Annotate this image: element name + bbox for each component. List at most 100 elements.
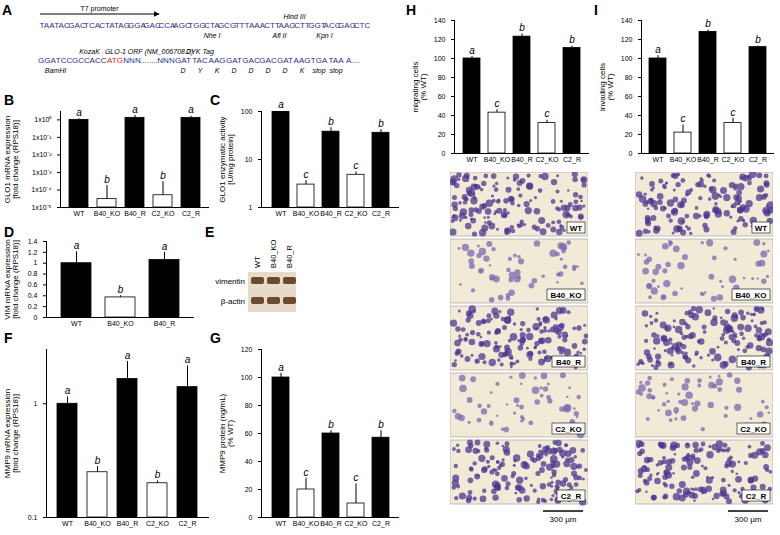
svg-text:WT: WT — [467, 156, 479, 163]
svg-text:........: ........ — [140, 56, 158, 65]
svg-text:WT: WT — [74, 210, 86, 217]
svg-text:100: 100 — [241, 108, 253, 115]
svg-text:GAT: GAT — [175, 56, 191, 65]
svg-text:C2_KO: C2_KO — [740, 425, 767, 434]
svg-text:b: b — [118, 284, 124, 295]
svg-text:300 µm: 300 µm — [735, 515, 762, 524]
svg-text:C2_R: C2_R — [561, 492, 582, 501]
svg-text:TGA: TGA — [311, 56, 328, 65]
svg-text:C2_KO: C2_KO — [555, 425, 582, 434]
svg-text:100: 100 — [241, 374, 253, 381]
svg-text:0.4: 0.4 — [28, 292, 38, 299]
svg-text:B40_KO: B40_KO — [293, 210, 320, 218]
svg-text:β-actin: β-actin — [221, 297, 245, 306]
svg-text:Hind III: Hind III — [283, 13, 305, 20]
svg-text:c: c — [681, 113, 686, 124]
svg-text:C2_R: C2_R — [179, 520, 197, 528]
svg-text:A....: A.... — [346, 56, 360, 65]
svg-text:DYK Tag: DYK Tag — [186, 48, 214, 56]
svg-text:MMP9 protein (ng/mL)(% WT): MMP9 protein (ng/mL)(% WT) — [218, 393, 235, 473]
svg-text:WT: WT — [755, 224, 768, 233]
svg-text:WT: WT — [570, 224, 583, 233]
svg-text:100: 100 — [434, 55, 446, 62]
svg-text:0.2: 0.2 — [28, 303, 38, 310]
svg-text:1: 1 — [34, 400, 38, 407]
svg-text:K: K — [215, 67, 220, 74]
svg-text:GLO-1 ORF (NM_006708.2): GLO-1 ORF (NM_006708.2) — [105, 48, 193, 56]
svg-text:GLO1 enzymatic activity[U/mg p: GLO1 enzymatic activity[U/mg protein] — [218, 116, 235, 202]
svg-text:B40_KO: B40_KO — [670, 156, 697, 164]
svg-text:0.8: 0.8 — [28, 270, 38, 277]
svg-text:a: a — [655, 44, 661, 55]
svg-text:Kpn I: Kpn I — [316, 32, 332, 40]
svg-text:BamHI: BamHI — [45, 67, 66, 74]
svg-text:c: c — [304, 467, 309, 478]
svg-text:AAG: AAG — [279, 21, 296, 30]
svg-text:B40_KO: B40_KO — [735, 291, 766, 300]
svg-text:AAG: AAG — [209, 56, 226, 65]
svg-text:1x10⁻³: 1x10⁻³ — [32, 169, 52, 176]
svg-text:a: a — [188, 104, 194, 115]
svg-text:C2_R: C2_R — [746, 492, 767, 501]
svg-text:GCG: GCG — [218, 21, 236, 30]
svg-text:B40_R: B40_R — [117, 520, 138, 528]
svg-text:B40_KO: B40_KO — [550, 291, 581, 300]
svg-text:B40_KO: B40_KO — [293, 520, 320, 528]
svg-text:B40_R: B40_R — [741, 358, 766, 367]
svg-text:b: b — [755, 34, 761, 45]
svg-text:120: 120 — [241, 346, 253, 353]
svg-text:0.1: 0.1 — [28, 514, 38, 521]
svg-text:40: 40 — [438, 112, 446, 119]
svg-text:40: 40 — [625, 112, 633, 119]
svg-text:GAC: GAC — [242, 56, 260, 65]
svg-text:1x10⁰: 1x10⁰ — [34, 116, 52, 123]
svg-text:b: b — [328, 419, 334, 430]
svg-text:20: 20 — [245, 486, 253, 493]
svg-text:80: 80 — [625, 74, 633, 81]
svg-text:a: a — [185, 354, 191, 365]
svg-text:80: 80 — [438, 74, 446, 81]
svg-text:1.2: 1.2 — [28, 249, 38, 256]
svg-text:WT: WT — [653, 156, 665, 163]
svg-text:GGA: GGA — [38, 56, 56, 65]
svg-text:D: D — [231, 67, 236, 74]
svg-text:a: a — [469, 45, 475, 56]
svg-text:b: b — [104, 174, 110, 185]
svg-text:TAC: TAC — [192, 56, 208, 65]
svg-text:80: 80 — [245, 402, 253, 409]
svg-text:GLO1 mRNA expression[fold chan: GLO1 mRNA expression[fold change (RPS18)… — [3, 116, 20, 204]
svg-text:140: 140 — [621, 17, 633, 24]
svg-text:B40_R: B40_R — [285, 244, 294, 268]
svg-text:1x10⁻⁵: 1x10⁻⁵ — [31, 204, 51, 211]
svg-text:B40_R: B40_R — [511, 156, 532, 164]
svg-text:b: b — [160, 170, 166, 181]
svg-text:C2_KO: C2_KO — [722, 156, 746, 164]
svg-text:a: a — [278, 99, 284, 110]
svg-text:b: b — [705, 18, 711, 29]
svg-text:WT: WT — [276, 520, 288, 527]
svg-text:c: c — [304, 169, 309, 180]
svg-text:B40_KO: B40_KO — [484, 156, 511, 164]
svg-text:120: 120 — [434, 36, 446, 43]
svg-text:D: D — [180, 67, 185, 74]
svg-text:C2_R: C2_R — [182, 210, 200, 218]
svg-text:C2_R: C2_R — [372, 210, 390, 218]
svg-text:300 µm: 300 µm — [550, 515, 577, 524]
svg-text:c: c — [354, 160, 359, 171]
svg-text:D: D — [282, 67, 287, 74]
svg-text:NNN: NNN — [123, 56, 141, 65]
svg-text:B40_KO: B40_KO — [94, 210, 121, 218]
svg-text:AAG: AAG — [294, 56, 311, 65]
svg-text:0: 0 — [442, 150, 446, 157]
svg-text:0: 0 — [249, 514, 253, 521]
svg-text:a: a — [162, 241, 168, 252]
svg-text:AAA: AAA — [249, 21, 266, 30]
svg-text:c: c — [545, 108, 550, 119]
svg-text:C2_R: C2_R — [372, 520, 390, 528]
svg-text:a: a — [76, 107, 82, 118]
svg-text:0: 0 — [34, 314, 38, 321]
svg-text:B40_R: B40_R — [697, 156, 718, 164]
svg-text:1x10⁻¹: 1x10⁻¹ — [32, 134, 52, 141]
svg-text:C2_R: C2_R — [749, 156, 767, 164]
svg-text:ATG: ATG — [107, 56, 123, 65]
